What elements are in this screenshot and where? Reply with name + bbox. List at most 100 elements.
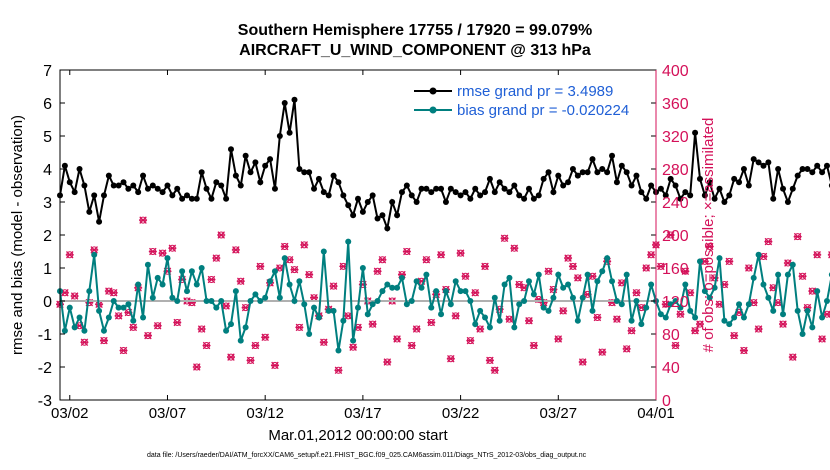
rmse-point bbox=[726, 192, 733, 199]
bias-point bbox=[491, 294, 498, 301]
rmse-point bbox=[535, 192, 542, 199]
rmse-point bbox=[672, 182, 679, 189]
rmse-point bbox=[555, 172, 562, 179]
bias-point bbox=[169, 294, 176, 301]
bias-point bbox=[100, 327, 107, 334]
y2-tick-label: 400 bbox=[662, 63, 689, 80]
rmse-point bbox=[569, 166, 576, 172]
rmse-point bbox=[184, 192, 191, 199]
bias-point bbox=[716, 255, 723, 262]
bias-point bbox=[237, 337, 244, 344]
bias-point bbox=[130, 317, 137, 324]
rmse-point bbox=[784, 199, 791, 205]
bias-point bbox=[203, 298, 210, 304]
rmse-series bbox=[57, 96, 830, 233]
rmse-point bbox=[599, 166, 606, 172]
x-tick-label: 03/22 bbox=[442, 405, 480, 422]
bias-point bbox=[589, 307, 596, 314]
bias-point bbox=[281, 255, 288, 262]
rmse-point bbox=[223, 195, 230, 202]
obs-assimilated-marker bbox=[270, 361, 279, 370]
rmse-point bbox=[286, 129, 293, 136]
obs-assimilated-marker bbox=[334, 366, 343, 375]
bias-point bbox=[599, 268, 606, 275]
bias-point bbox=[521, 298, 528, 304]
bias-point bbox=[482, 314, 489, 321]
obs-assimilated-marker bbox=[261, 333, 270, 342]
x-tick-label: 03/02 bbox=[51, 405, 89, 422]
bias-point bbox=[457, 288, 464, 295]
bias-point bbox=[184, 288, 191, 295]
obs-assimilated-marker bbox=[471, 288, 480, 297]
bias-point bbox=[511, 324, 518, 331]
rmse-point bbox=[149, 182, 156, 189]
rmse-point bbox=[657, 185, 664, 192]
rmse-point bbox=[623, 169, 630, 176]
bias-point bbox=[247, 298, 254, 304]
bias-point bbox=[301, 301, 308, 308]
rmse-point bbox=[394, 212, 401, 219]
rmse-point bbox=[330, 172, 337, 179]
bias-point bbox=[96, 307, 103, 314]
rmse-point bbox=[550, 189, 557, 196]
rmse-point bbox=[237, 182, 244, 189]
bias-point bbox=[579, 294, 586, 301]
rmse-point bbox=[482, 189, 489, 196]
rmse-point bbox=[315, 175, 322, 182]
rmse-point bbox=[736, 179, 743, 186]
obs-assimilated-marker bbox=[222, 302, 231, 310]
obs-assimilated-marker bbox=[524, 317, 533, 325]
rmse-point bbox=[648, 182, 655, 189]
y-tick-label: 5 bbox=[43, 129, 52, 146]
obs-assimilated-marker bbox=[168, 244, 177, 252]
obs-assimilated-marker bbox=[529, 341, 538, 350]
rmse-point bbox=[154, 185, 161, 192]
obs-assimilated-marker bbox=[481, 262, 490, 271]
rmse-point bbox=[530, 195, 537, 202]
obs-assimilated-marker bbox=[383, 358, 392, 366]
bias-point bbox=[286, 281, 293, 288]
rmse-point bbox=[115, 182, 122, 189]
bias-point bbox=[794, 307, 801, 314]
rmse-point bbox=[819, 169, 826, 176]
rmse-point bbox=[100, 192, 107, 199]
obs-assimilated-marker bbox=[422, 255, 431, 264]
y2-tick-label: 320 bbox=[662, 129, 689, 146]
rmse-point bbox=[789, 185, 796, 192]
bias-point bbox=[218, 298, 225, 304]
rmse-point bbox=[242, 152, 249, 159]
bias-point bbox=[296, 278, 303, 285]
rmse-point bbox=[799, 166, 806, 172]
rmse-point bbox=[755, 159, 762, 166]
bias-point bbox=[291, 298, 298, 304]
rmse-point bbox=[750, 156, 757, 163]
y-tick-label: -2 bbox=[38, 360, 52, 377]
rmse-point bbox=[589, 156, 596, 163]
bias-point bbox=[369, 301, 376, 308]
rmse-point bbox=[613, 179, 620, 186]
bias-point bbox=[760, 281, 767, 288]
bias-point bbox=[706, 294, 713, 301]
obs-assimilated-marker bbox=[119, 346, 128, 355]
obs-assimilated-marker bbox=[290, 265, 299, 274]
rmse-point bbox=[198, 169, 205, 176]
obs-assimilated-marker bbox=[691, 326, 700, 335]
obs-assimilated-marker bbox=[666, 231, 675, 239]
rmse-point bbox=[692, 129, 699, 136]
obs-assimilated-marker bbox=[744, 264, 753, 272]
y2-tick-label: 80 bbox=[662, 327, 680, 344]
bias-point bbox=[804, 307, 811, 314]
obs-assimilated-marker bbox=[500, 234, 509, 243]
bias-point bbox=[721, 317, 728, 324]
obs-assimilated-marker bbox=[99, 336, 108, 345]
bias-point bbox=[379, 288, 386, 295]
obs-assimilated-marker bbox=[598, 348, 607, 356]
rmse-point bbox=[169, 192, 176, 199]
obs-assimilated-marker bbox=[818, 335, 827, 343]
rmse-point bbox=[525, 185, 532, 192]
rmse-point bbox=[804, 166, 811, 172]
rmse-point bbox=[745, 182, 752, 189]
obs-assimilated-marker bbox=[173, 318, 182, 327]
y-tick-label: 0 bbox=[43, 294, 52, 311]
bias-point bbox=[125, 301, 132, 308]
